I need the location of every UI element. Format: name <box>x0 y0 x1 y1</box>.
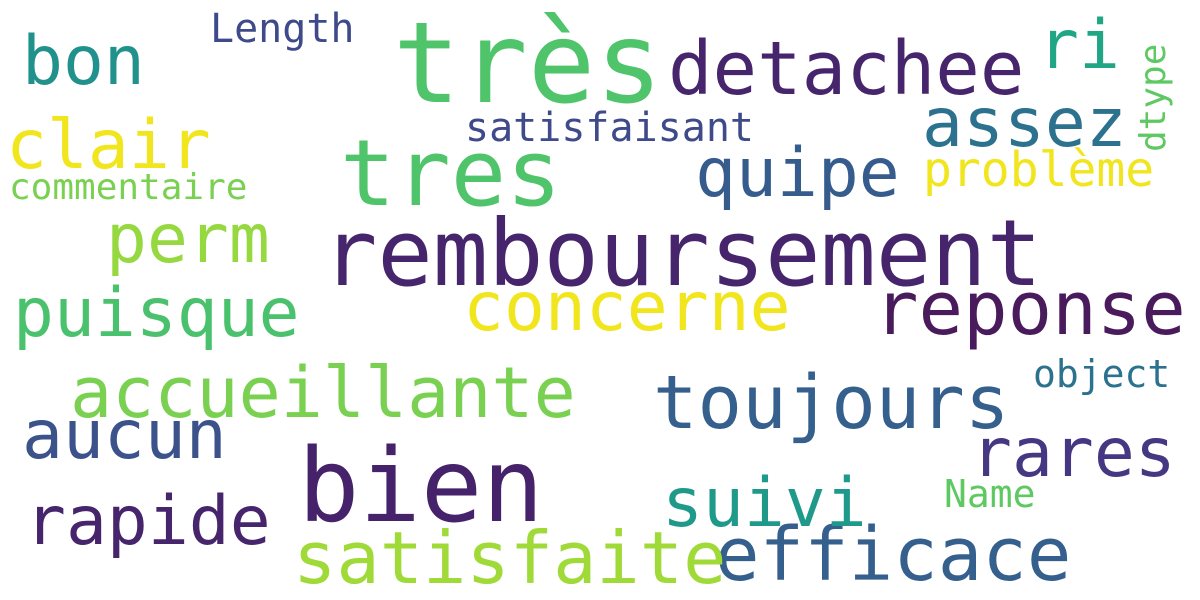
word-quipe: quipe <box>695 134 900 213</box>
word-aucun: aucun <box>22 396 227 475</box>
word-toujours: toujours <box>653 360 1010 446</box>
word-name: Name <box>944 472 1036 516</box>
word-bon: bon <box>22 22 145 101</box>
word-probleme: problème <box>923 142 1155 198</box>
word-reponse: reponse <box>874 266 1186 352</box>
word-tres-accent: très <box>393 0 663 129</box>
word-rapide: rapide <box>25 482 271 561</box>
word-suivi: suivi <box>662 464 867 543</box>
word-dtype: dtype <box>1133 43 1174 152</box>
word-concerne: concerne <box>463 268 791 347</box>
word-puisque: puisque <box>13 274 300 353</box>
word-accueillante: accueillante <box>70 352 576 434</box>
word-commentaire: commentaire <box>9 167 248 208</box>
word-satisfaisant: satisfaisant <box>465 105 754 151</box>
word-detachee: detachee <box>668 26 1025 112</box>
word-rares: rares <box>971 414 1176 493</box>
word-clair: clair <box>6 106 211 185</box>
word-tres: tres <box>340 120 562 227</box>
word-satisfaite: satisfaite <box>293 516 727 600</box>
word-object: object <box>1033 352 1171 396</box>
word-ri: ri <box>1038 6 1120 85</box>
word-remboursement: remboursement <box>322 200 1043 307</box>
word-assez: assez <box>922 84 1127 163</box>
word-efficace: efficace <box>715 512 1072 598</box>
word-length: Length <box>210 6 355 52</box>
word-bien: bien <box>298 427 544 546</box>
word-perm: perm <box>106 200 270 279</box>
